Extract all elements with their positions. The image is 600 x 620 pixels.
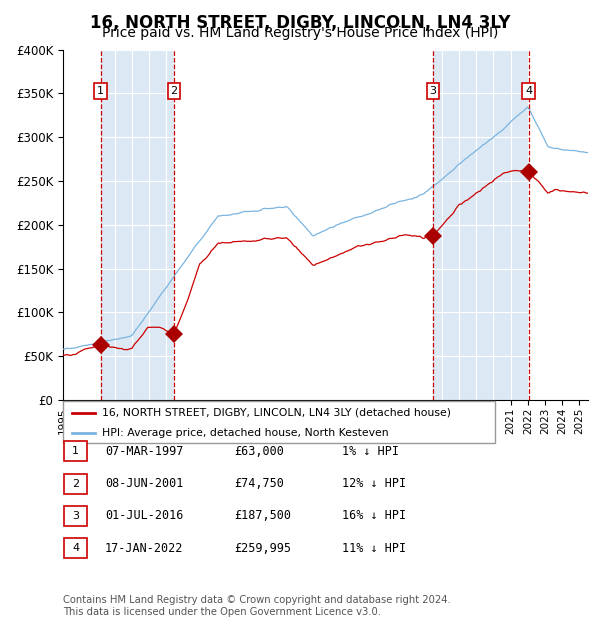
- Text: 4: 4: [525, 86, 532, 95]
- Text: Contains HM Land Registry data © Crown copyright and database right 2024.
This d: Contains HM Land Registry data © Crown c…: [63, 595, 451, 617]
- Text: 08-JUN-2001: 08-JUN-2001: [105, 477, 184, 490]
- Text: £259,995: £259,995: [234, 542, 291, 554]
- Text: 2: 2: [170, 86, 178, 95]
- FancyBboxPatch shape: [64, 474, 87, 494]
- Text: 3: 3: [72, 511, 79, 521]
- FancyBboxPatch shape: [64, 506, 87, 526]
- Bar: [63, 50, 101, 400]
- Text: 1% ↓ HPI: 1% ↓ HPI: [342, 445, 399, 458]
- FancyBboxPatch shape: [64, 441, 87, 461]
- Bar: [433, 50, 529, 400]
- Text: 12% ↓ HPI: 12% ↓ HPI: [342, 477, 406, 490]
- Text: 17-JAN-2022: 17-JAN-2022: [105, 542, 184, 554]
- Text: 16, NORTH STREET, DIGBY, LINCOLN, LN4 3LY: 16, NORTH STREET, DIGBY, LINCOLN, LN4 3L…: [90, 14, 510, 32]
- Bar: [529, 50, 588, 400]
- FancyBboxPatch shape: [63, 401, 495, 443]
- Text: 3: 3: [430, 86, 437, 95]
- Text: £74,750: £74,750: [234, 477, 284, 490]
- FancyBboxPatch shape: [64, 538, 87, 558]
- Text: 2: 2: [72, 479, 79, 489]
- Text: 1: 1: [97, 86, 104, 95]
- Text: 16, NORTH STREET, DIGBY, LINCOLN, LN4 3LY (detached house): 16, NORTH STREET, DIGBY, LINCOLN, LN4 3L…: [102, 407, 451, 417]
- Bar: [101, 50, 174, 400]
- Text: £63,000: £63,000: [234, 445, 284, 458]
- Bar: [174, 50, 433, 400]
- Text: Price paid vs. HM Land Registry's House Price Index (HPI): Price paid vs. HM Land Registry's House …: [102, 26, 498, 40]
- Text: 01-JUL-2016: 01-JUL-2016: [105, 510, 184, 522]
- Text: 11% ↓ HPI: 11% ↓ HPI: [342, 542, 406, 554]
- Text: 07-MAR-1997: 07-MAR-1997: [105, 445, 184, 458]
- Text: 1: 1: [72, 446, 79, 456]
- Text: HPI: Average price, detached house, North Kesteven: HPI: Average price, detached house, Nort…: [102, 428, 389, 438]
- Text: 4: 4: [72, 543, 79, 553]
- Text: 16% ↓ HPI: 16% ↓ HPI: [342, 510, 406, 522]
- Text: £187,500: £187,500: [234, 510, 291, 522]
